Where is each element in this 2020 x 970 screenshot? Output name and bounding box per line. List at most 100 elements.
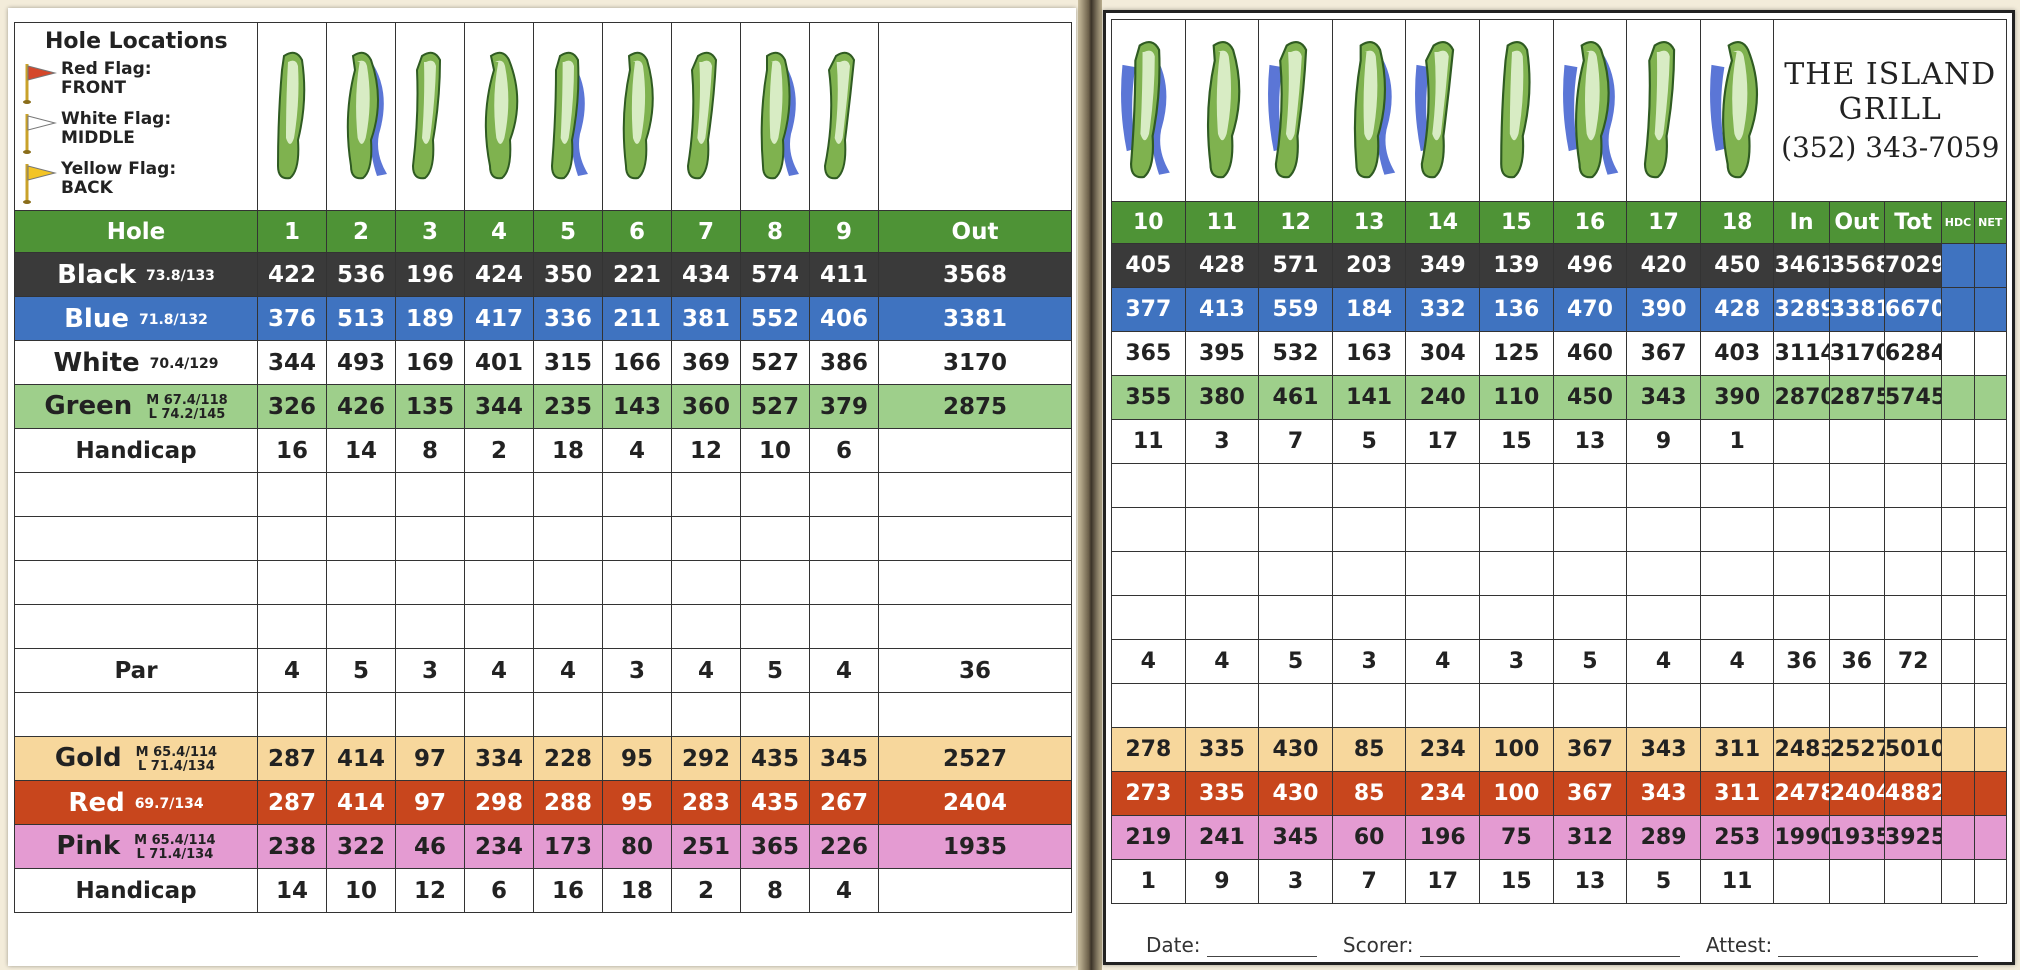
hdc-cell[interactable]	[1941, 639, 1975, 684]
player-score-row[interactable]	[1111, 551, 2008, 596]
score-entry-cell[interactable]	[1331, 507, 1407, 552]
score-entry-cell[interactable]	[1184, 507, 1260, 552]
score-entry-cell[interactable]	[1184, 551, 1260, 596]
score-entry-cell[interactable]	[1883, 463, 1943, 508]
score-entry-cell[interactable]	[1479, 683, 1554, 728]
score-entry-cell[interactable]	[878, 692, 1072, 737]
score-entry-cell[interactable]	[602, 560, 672, 605]
score-entry-cell[interactable]	[326, 516, 396, 561]
hdc-cell[interactable]	[1941, 771, 1975, 816]
score-entry-cell[interactable]	[395, 604, 465, 649]
score-entry-cell[interactable]	[395, 516, 465, 561]
player-score-row[interactable]	[14, 516, 1072, 561]
score-entry-cell[interactable]	[1699, 463, 1775, 508]
score-entry-cell[interactable]	[1883, 507, 1943, 552]
score-entry-cell[interactable]	[878, 472, 1072, 517]
score-entry-cell[interactable]	[809, 604, 879, 649]
score-entry-cell[interactable]	[1184, 463, 1260, 508]
hdc-cell[interactable]	[1941, 375, 1975, 420]
hdc-cell[interactable]	[1941, 859, 1975, 904]
player-score-row[interactable]	[14, 472, 1072, 517]
score-entry-cell[interactable]	[464, 692, 534, 737]
scorer-line[interactable]	[1419, 940, 1680, 957]
score-entry-cell[interactable]	[1699, 551, 1775, 596]
score-entry-cell[interactable]	[533, 692, 603, 737]
player-score-row[interactable]	[1111, 683, 2008, 728]
score-entry-cell[interactable]	[878, 604, 1072, 649]
score-entry-cell[interactable]	[1699, 507, 1775, 552]
score-entry-cell[interactable]	[1405, 683, 1481, 728]
score-entry-cell[interactable]	[878, 560, 1072, 605]
date-line[interactable]	[1206, 940, 1317, 957]
score-entry-cell[interactable]	[1699, 683, 1775, 728]
attest-line[interactable]	[1778, 940, 1979, 957]
score-entry-cell[interactable]	[671, 560, 741, 605]
score-entry-cell[interactable]	[1405, 595, 1481, 640]
score-entry-cell[interactable]	[1883, 551, 1943, 596]
score-entry-cell[interactable]	[464, 516, 534, 561]
score-entry-cell[interactable]	[1828, 683, 1885, 728]
score-entry-cell[interactable]	[1626, 683, 1701, 728]
score-entry-cell[interactable]	[326, 560, 396, 605]
hdc-cell[interactable]	[1941, 331, 1975, 376]
score-entry-cell[interactable]	[1773, 595, 1830, 640]
net-cell[interactable]	[1973, 771, 2008, 816]
score-entry-cell[interactable]	[533, 472, 603, 517]
score-entry-cell[interactable]	[740, 472, 810, 517]
score-entry-cell[interactable]	[533, 604, 603, 649]
score-entry-cell[interactable]	[1258, 683, 1333, 728]
player-score-row[interactable]	[14, 560, 1072, 605]
score-entry-cell[interactable]	[533, 516, 603, 561]
score-entry-cell[interactable]	[14, 604, 258, 649]
score-entry-cell[interactable]	[1626, 551, 1701, 596]
score-entry-cell[interactable]	[1941, 507, 1975, 552]
score-entry-cell[interactable]	[1973, 683, 2008, 728]
score-entry-cell[interactable]	[1111, 507, 1186, 552]
score-entry-cell[interactable]	[14, 516, 258, 561]
score-entry-cell[interactable]	[257, 604, 327, 649]
score-entry-cell[interactable]	[1773, 683, 1830, 728]
score-entry-cell[interactable]	[1941, 683, 1975, 728]
score-entry-cell[interactable]	[602, 516, 672, 561]
net-cell[interactable]	[1973, 287, 2008, 332]
hdc-cell[interactable]	[1941, 727, 1975, 772]
score-entry-cell[interactable]	[1626, 595, 1701, 640]
score-entry-cell[interactable]	[602, 692, 672, 737]
score-entry-cell[interactable]	[1552, 551, 1628, 596]
score-entry-cell[interactable]	[1552, 595, 1628, 640]
net-cell[interactable]	[1973, 243, 2008, 288]
score-entry-cell[interactable]	[1828, 551, 1885, 596]
score-entry-cell[interactable]	[257, 472, 327, 517]
score-entry-cell[interactable]	[257, 516, 327, 561]
score-entry-cell[interactable]	[14, 560, 258, 605]
score-entry-cell[interactable]	[1111, 683, 1186, 728]
score-entry-cell[interactable]	[14, 472, 258, 517]
player-score-row[interactable]	[1111, 595, 2008, 640]
score-entry-cell[interactable]	[464, 604, 534, 649]
hdc-cell[interactable]	[1941, 243, 1975, 288]
score-entry-cell[interactable]	[464, 560, 534, 605]
score-entry-cell[interactable]	[533, 560, 603, 605]
score-entry-cell[interactable]	[671, 472, 741, 517]
score-entry-cell[interactable]	[1111, 551, 1186, 596]
score-entry-cell[interactable]	[1828, 595, 1885, 640]
score-entry-cell[interactable]	[14, 692, 258, 737]
hdc-cell[interactable]	[1941, 815, 1975, 860]
net-cell[interactable]	[1973, 419, 2008, 464]
score-entry-cell[interactable]	[1773, 551, 1830, 596]
score-entry-cell[interactable]	[1941, 595, 1975, 640]
score-entry-cell[interactable]	[395, 692, 465, 737]
score-entry-cell[interactable]	[257, 692, 327, 737]
score-entry-cell[interactable]	[1405, 507, 1481, 552]
score-entry-cell[interactable]	[1184, 595, 1260, 640]
score-entry-cell[interactable]	[809, 516, 879, 561]
score-entry-cell[interactable]	[1552, 463, 1628, 508]
score-entry-cell[interactable]	[1258, 463, 1333, 508]
score-entry-cell[interactable]	[671, 692, 741, 737]
score-entry-cell[interactable]	[1552, 683, 1628, 728]
score-entry-cell[interactable]	[1883, 595, 1943, 640]
score-entry-cell[interactable]	[1773, 463, 1830, 508]
score-entry-cell[interactable]	[1941, 551, 1975, 596]
score-entry-cell[interactable]	[1258, 551, 1333, 596]
score-entry-cell[interactable]	[1479, 463, 1554, 508]
